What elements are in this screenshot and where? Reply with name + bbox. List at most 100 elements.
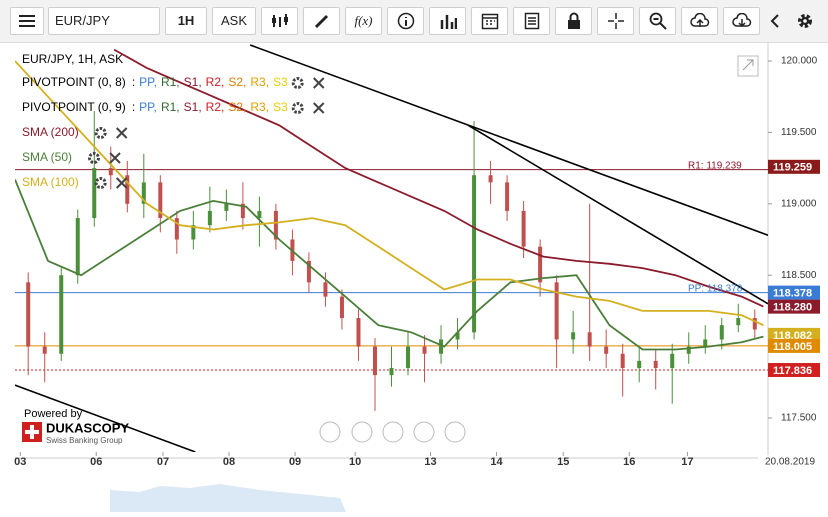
logo-cross xyxy=(25,425,39,439)
candle-body xyxy=(752,318,757,330)
nav-buttons xyxy=(319,421,466,443)
sma-line xyxy=(113,48,764,308)
settings-icon[interactable] xyxy=(94,127,107,139)
x-tick-label: 14 xyxy=(490,456,503,468)
fx: f(x) xyxy=(354,13,373,28)
nav-zoom-out[interactable] xyxy=(351,421,373,443)
candle-body xyxy=(240,203,245,219)
candle-body xyxy=(719,325,724,340)
settings-icon[interactable] xyxy=(291,102,304,114)
candle-body xyxy=(141,182,146,204)
candle-body xyxy=(372,346,377,376)
level-label: R1: 119.239 xyxy=(688,160,742,171)
zoom-button[interactable] xyxy=(639,7,676,35)
date-label-box xyxy=(758,455,822,468)
x-tick-label: 10 xyxy=(349,456,361,468)
icon-glyph xyxy=(742,59,754,71)
price-tag xyxy=(768,338,820,353)
price-tag-label: 118.378 xyxy=(773,288,812,300)
upload-button[interactable] xyxy=(681,7,718,35)
pivot-line-name: R1, xyxy=(161,75,180,89)
maximize-icon[interactable] xyxy=(737,55,759,77)
candle-body xyxy=(455,332,460,340)
plot xyxy=(15,44,768,452)
close-icon[interactable] xyxy=(109,152,121,164)
icon-box xyxy=(737,55,759,77)
pivot-line-name: S2, xyxy=(228,75,246,89)
candle-body xyxy=(736,318,741,326)
pivot-line-name: R3, xyxy=(250,75,269,89)
prev-button[interactable] xyxy=(762,7,788,35)
navigator-area xyxy=(110,484,346,512)
candle-body xyxy=(257,210,262,219)
price-tag-label: 118.280 xyxy=(773,302,812,314)
nav-reset[interactable] xyxy=(382,421,404,443)
settings-button[interactable] xyxy=(790,7,820,35)
close-icon[interactable] xyxy=(115,127,128,139)
draw-button[interactable] xyxy=(303,7,340,35)
y-tick-label: 118.500 xyxy=(781,270,817,281)
calendar-button[interactable] xyxy=(471,7,508,35)
nav-right[interactable] xyxy=(444,421,466,443)
pivot-prefix: : xyxy=(132,75,135,89)
menu-button[interactable] xyxy=(10,7,44,35)
x-tick-label: 03 xyxy=(14,456,26,468)
icon xyxy=(731,13,751,28)
lock-button[interactable] xyxy=(555,7,592,35)
settings-icon[interactable] xyxy=(291,77,304,89)
icon xyxy=(271,14,288,27)
symbol-select[interactable]: EUR/JPY xyxy=(48,7,160,35)
candle-body xyxy=(538,246,543,283)
trendline xyxy=(249,44,768,236)
pivot-line-name: R2, xyxy=(206,75,225,89)
volume-button[interactable] xyxy=(429,7,466,35)
y-tick-label: 119.500 xyxy=(781,127,817,138)
icon xyxy=(770,14,779,28)
settings-icon[interactable] xyxy=(94,177,107,189)
price-tag xyxy=(768,159,820,174)
candle-body xyxy=(26,282,31,347)
trendline xyxy=(15,384,196,452)
settings-icon[interactable] xyxy=(88,152,101,164)
pivot-line-name: S2, xyxy=(228,100,246,114)
candle-body xyxy=(422,346,427,354)
y-tick-label: 119.000 xyxy=(781,198,817,209)
sma-line xyxy=(15,60,764,327)
icon xyxy=(607,13,624,29)
close-icon[interactable] xyxy=(313,77,325,89)
plot-area xyxy=(15,43,768,452)
icon xyxy=(314,14,328,29)
icon xyxy=(440,15,457,29)
icon xyxy=(567,12,580,29)
x-tick-label: 06 xyxy=(90,456,102,468)
close-icon[interactable] xyxy=(115,177,128,189)
period: 1H xyxy=(177,13,195,28)
indicator-label: PIVOTPOINT (0, 8) xyxy=(22,75,126,89)
nav-zoom-in[interactable] xyxy=(413,421,435,443)
close-icon[interactable] xyxy=(313,102,325,114)
news-button[interactable] xyxy=(513,7,550,35)
side-select[interactable]: ASK xyxy=(212,7,256,35)
x-tick-label: 09 xyxy=(289,456,301,468)
price-tag xyxy=(768,285,820,300)
download-button[interactable] xyxy=(723,7,760,35)
price-tag-label: 117.836 xyxy=(773,365,812,377)
side: ASK xyxy=(220,13,247,28)
candle-body xyxy=(488,175,493,183)
powered-by: Powered by xyxy=(24,408,83,420)
period-select[interactable]: 1H xyxy=(165,7,207,35)
brand-tagline: Swiss Banking Group xyxy=(46,436,123,445)
candle-body xyxy=(703,339,708,347)
x-tick-label: 17 xyxy=(681,456,693,468)
pivot-line-name: PP, xyxy=(139,75,157,89)
pivot-line-name: R1, xyxy=(161,100,180,114)
chart-type-button[interactable] xyxy=(261,7,298,35)
indicator-button[interactable]: f(x) xyxy=(345,7,382,35)
icon xyxy=(524,12,539,30)
price-tag-label: 118.005 xyxy=(773,341,812,353)
candle-body xyxy=(439,339,444,354)
info-button[interactable] xyxy=(387,7,424,35)
nav-left[interactable] xyxy=(319,421,341,443)
crosshair-button[interactable] xyxy=(597,7,634,35)
